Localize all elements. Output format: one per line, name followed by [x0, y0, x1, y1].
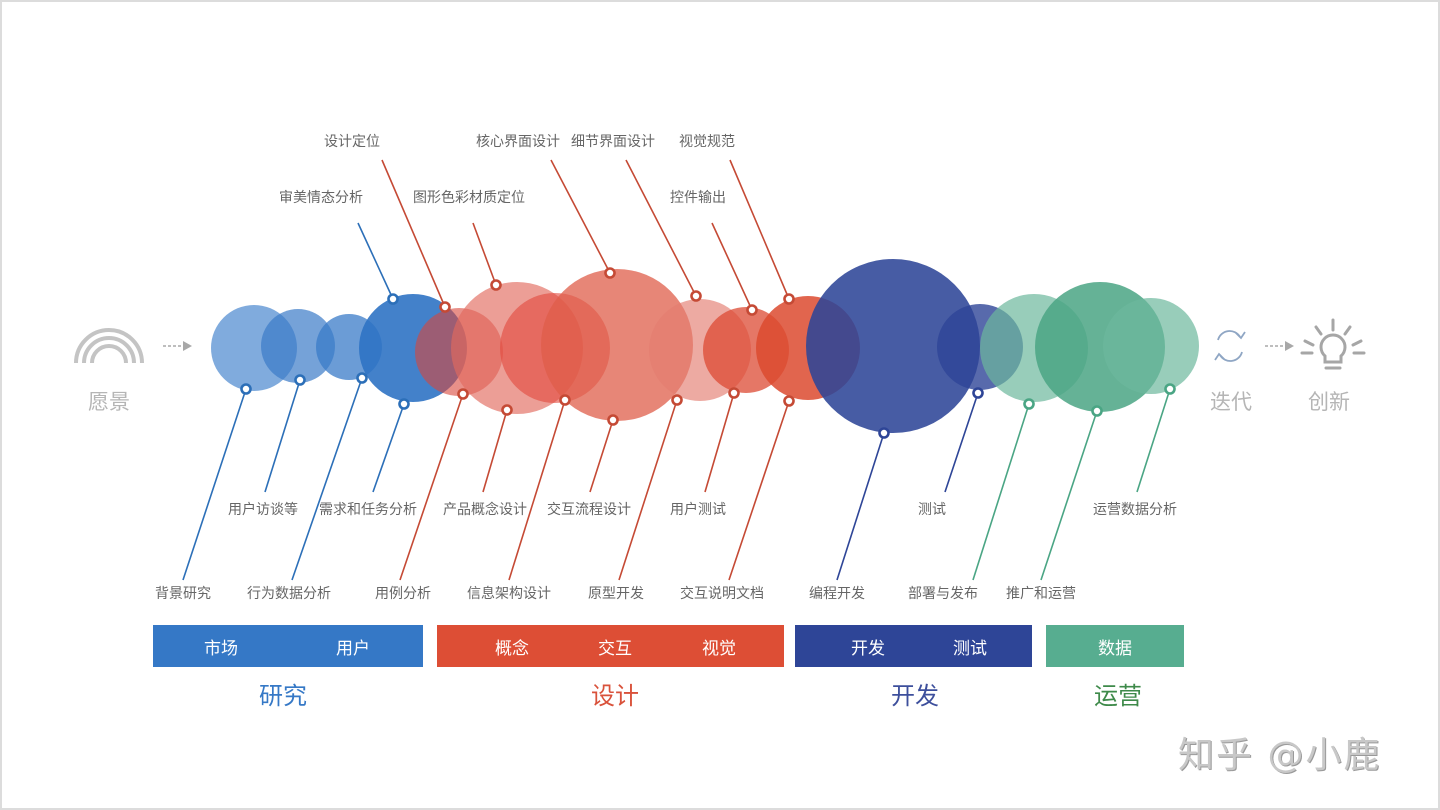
segment-label: 数据	[1098, 638, 1132, 659]
phase-bar-research: 市场 用户	[153, 625, 423, 667]
phase-name-operations: 运营	[1094, 682, 1142, 710]
rainbow-icon	[74, 328, 144, 364]
iterate-label: 迭代	[1210, 390, 1252, 414]
step-label: 控件输出	[670, 190, 726, 206]
segment-label: 交互	[598, 638, 632, 659]
lightbulb-icon	[1300, 318, 1366, 370]
step-label: 运营数据分析	[1093, 502, 1177, 518]
step-label: 视觉规范	[679, 134, 735, 150]
phase-bar-development: 开发 测试	[795, 625, 1032, 667]
segment-label: 视觉	[702, 638, 736, 659]
step-label: 编程开发	[809, 586, 865, 602]
step-label: 信息架构设计	[467, 586, 551, 602]
step-label: 行为数据分析	[247, 586, 331, 602]
step-label: 用户测试	[670, 502, 726, 518]
dashed-arrow-icon	[1265, 341, 1294, 351]
step-label: 交互流程设计	[547, 502, 631, 518]
vision-label: 愿景	[88, 390, 130, 414]
top-connectors	[357, 159, 790, 311]
step-label: 交互说明文档	[680, 586, 764, 602]
step-label: 设计定位	[324, 134, 380, 150]
connector-dots	[240, 267, 1176, 439]
step-label: 产品概念设计	[443, 502, 527, 518]
step-label: 用例分析	[375, 586, 431, 602]
phase-name-development: 开发	[891, 682, 939, 710]
step-label: 推广和运营	[1006, 586, 1076, 602]
step-label: 原型开发	[588, 586, 644, 602]
phase-name-research: 研究	[259, 682, 307, 710]
bottom-connectors	[182, 377, 1171, 581]
step-label: 背景研究	[155, 586, 211, 602]
step-label: 审美情态分析	[279, 190, 363, 206]
phase-bar-operations: 数据	[1046, 625, 1184, 667]
segment-label: 市场	[204, 638, 238, 659]
step-label: 用户访谈等	[228, 502, 298, 518]
dashed-arrow-icon	[163, 341, 192, 351]
watermark: 知乎 @小鹿	[1178, 735, 1382, 776]
step-label: 细节界面设计	[571, 134, 655, 150]
refresh-cycle-icon	[1214, 330, 1246, 362]
step-label: 图形色彩材质定位	[413, 190, 525, 206]
phase-name-design: 设计	[591, 682, 639, 710]
segment-label: 开发	[851, 638, 885, 659]
segment-label: 测试	[953, 638, 987, 659]
operations-bubbles	[980, 282, 1199, 412]
segment-label: 概念	[495, 638, 529, 659]
innovation-label: 创新	[1308, 390, 1350, 414]
step-label: 需求和任务分析	[319, 502, 417, 518]
phase-bar-design: 概念 交互 视觉	[437, 625, 784, 667]
step-label: 部署与发布	[908, 586, 978, 602]
step-label: 测试	[918, 502, 946, 518]
segment-label: 用户	[336, 638, 370, 659]
step-label: 核心界面设计	[476, 134, 560, 150]
